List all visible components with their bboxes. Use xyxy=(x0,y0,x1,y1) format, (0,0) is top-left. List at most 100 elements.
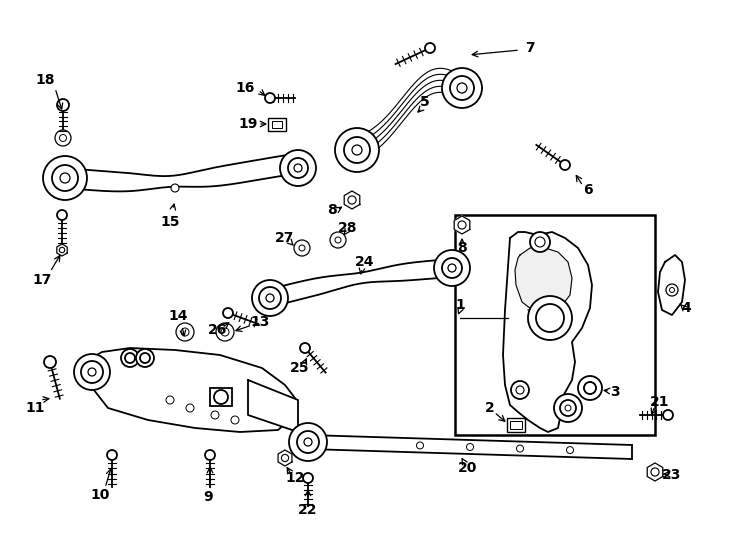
Circle shape xyxy=(666,284,678,296)
Circle shape xyxy=(457,83,467,93)
Circle shape xyxy=(335,128,379,172)
Text: 25: 25 xyxy=(290,361,310,375)
Bar xyxy=(507,418,525,432)
Bar xyxy=(272,121,282,128)
Polygon shape xyxy=(647,463,663,481)
Circle shape xyxy=(231,416,239,424)
Text: 21: 21 xyxy=(650,395,669,409)
Text: 3: 3 xyxy=(610,385,619,399)
Circle shape xyxy=(442,258,462,278)
Circle shape xyxy=(136,349,154,367)
Bar xyxy=(510,421,522,429)
Text: 12: 12 xyxy=(286,471,305,485)
Circle shape xyxy=(59,134,67,141)
Text: 9: 9 xyxy=(203,490,213,504)
Polygon shape xyxy=(57,244,68,256)
Text: 8: 8 xyxy=(327,203,337,217)
Circle shape xyxy=(663,410,673,420)
Text: 1: 1 xyxy=(455,298,465,312)
Polygon shape xyxy=(454,216,470,234)
Circle shape xyxy=(651,468,659,476)
Circle shape xyxy=(554,394,582,422)
Bar xyxy=(210,388,232,406)
Circle shape xyxy=(60,173,70,183)
Circle shape xyxy=(442,68,482,108)
Circle shape xyxy=(140,353,150,363)
Circle shape xyxy=(181,328,189,336)
Circle shape xyxy=(289,423,327,461)
Circle shape xyxy=(528,296,572,340)
Circle shape xyxy=(511,381,529,399)
Circle shape xyxy=(467,443,473,450)
Circle shape xyxy=(223,308,233,318)
Circle shape xyxy=(458,221,466,229)
Circle shape xyxy=(176,323,194,341)
Circle shape xyxy=(294,164,302,172)
Polygon shape xyxy=(658,255,685,315)
Polygon shape xyxy=(580,376,600,400)
Circle shape xyxy=(669,287,675,293)
Text: 15: 15 xyxy=(160,215,180,229)
Circle shape xyxy=(88,368,96,376)
Polygon shape xyxy=(503,232,592,432)
Circle shape xyxy=(300,343,310,353)
Circle shape xyxy=(107,450,117,460)
Circle shape xyxy=(266,294,274,302)
Circle shape xyxy=(535,237,545,247)
Circle shape xyxy=(252,280,288,316)
Polygon shape xyxy=(278,450,292,466)
Circle shape xyxy=(186,404,194,412)
Circle shape xyxy=(450,76,474,100)
Circle shape xyxy=(560,400,576,416)
Circle shape xyxy=(303,473,313,483)
Circle shape xyxy=(121,349,139,367)
Polygon shape xyxy=(515,248,572,315)
Text: 18: 18 xyxy=(35,73,55,87)
Circle shape xyxy=(330,232,346,248)
Circle shape xyxy=(59,247,65,253)
Text: 8: 8 xyxy=(457,241,467,255)
Circle shape xyxy=(166,396,174,404)
Polygon shape xyxy=(248,380,298,432)
Text: 2: 2 xyxy=(485,401,495,415)
Text: 16: 16 xyxy=(236,81,255,95)
Polygon shape xyxy=(308,435,632,459)
Circle shape xyxy=(214,390,228,404)
Text: 28: 28 xyxy=(338,221,357,235)
Text: 13: 13 xyxy=(250,315,269,329)
Circle shape xyxy=(348,196,356,204)
Bar xyxy=(268,118,286,131)
Circle shape xyxy=(344,137,370,163)
Circle shape xyxy=(425,43,435,53)
Circle shape xyxy=(352,145,362,155)
Circle shape xyxy=(578,376,602,400)
Circle shape xyxy=(434,250,470,286)
Bar xyxy=(455,215,655,435)
Circle shape xyxy=(221,328,229,336)
Circle shape xyxy=(43,156,87,200)
Text: 4: 4 xyxy=(681,301,691,315)
Circle shape xyxy=(211,411,219,419)
Circle shape xyxy=(448,264,456,272)
Text: 26: 26 xyxy=(208,323,228,337)
Circle shape xyxy=(530,232,550,252)
Circle shape xyxy=(171,184,179,192)
Text: 7: 7 xyxy=(526,41,535,55)
Text: 19: 19 xyxy=(239,117,258,131)
Circle shape xyxy=(297,431,319,453)
Circle shape xyxy=(584,382,596,394)
Circle shape xyxy=(57,99,69,111)
Text: 6: 6 xyxy=(584,183,593,197)
Circle shape xyxy=(304,438,312,446)
Circle shape xyxy=(216,323,234,341)
Circle shape xyxy=(299,245,305,251)
Text: 27: 27 xyxy=(275,231,294,245)
Circle shape xyxy=(565,405,571,411)
Circle shape xyxy=(294,240,310,256)
Circle shape xyxy=(52,165,78,191)
Text: 20: 20 xyxy=(458,461,478,475)
Circle shape xyxy=(517,445,523,452)
Circle shape xyxy=(560,160,570,170)
Circle shape xyxy=(536,304,564,332)
Circle shape xyxy=(335,237,341,243)
